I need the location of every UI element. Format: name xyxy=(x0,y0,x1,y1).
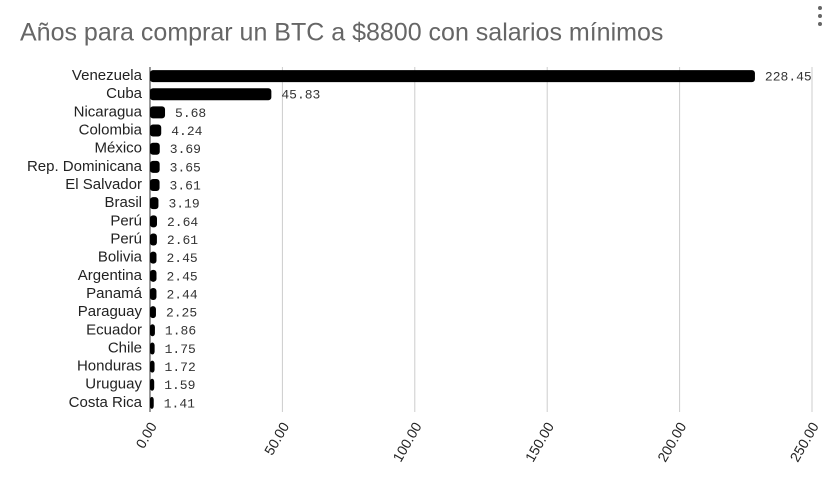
x-tick-label: 0.00 xyxy=(132,419,160,451)
value-label: 2.45 xyxy=(166,251,197,266)
bar xyxy=(150,378,155,391)
y-tick-label: Perú xyxy=(110,212,142,229)
value-label: 1.59 xyxy=(164,378,195,393)
y-tick-label: Paraguay xyxy=(78,303,143,320)
value-label: 1.72 xyxy=(165,360,196,375)
value-label: 2.64 xyxy=(167,215,198,230)
bar xyxy=(150,197,159,210)
x-tick-label: 50.00 xyxy=(261,419,292,458)
value-label: 1.41 xyxy=(164,396,195,411)
value-label: 1.75 xyxy=(165,342,196,357)
value-label: 3.65 xyxy=(170,160,201,175)
value-label: 4.24 xyxy=(171,124,202,139)
value-label: 3.61 xyxy=(170,178,201,193)
bar xyxy=(150,179,160,192)
y-tick-label: Honduras xyxy=(77,358,142,375)
x-tick-label: 100.00 xyxy=(389,419,424,464)
y-tick-label: Ecuador xyxy=(86,321,142,338)
bar xyxy=(150,233,157,246)
y-tick-label: Venezuela xyxy=(72,67,143,84)
y-tick-label: Perú xyxy=(110,230,142,247)
x-tick-label: 150.00 xyxy=(522,419,557,464)
bar xyxy=(150,324,155,337)
value-label: 3.19 xyxy=(168,197,199,212)
value-label: 5.68 xyxy=(175,106,206,121)
bar xyxy=(150,124,162,137)
bar xyxy=(150,396,154,409)
value-label: 2.45 xyxy=(166,269,197,284)
value-label: 1.86 xyxy=(165,324,196,339)
bar xyxy=(150,287,157,300)
x-tick-label: 250.00 xyxy=(787,419,822,464)
chart-title: Años para comprar un BTC a $8800 con sal… xyxy=(20,19,663,47)
y-tick-label: Panamá xyxy=(86,285,143,302)
value-label: 228.45 xyxy=(765,70,812,85)
bar xyxy=(150,106,166,119)
menu-button[interactable] xyxy=(818,6,822,26)
bar xyxy=(150,215,157,228)
value-label: 45.83 xyxy=(281,88,320,103)
y-tick-label: México xyxy=(94,140,142,157)
bar xyxy=(150,251,157,264)
y-tick-label: Rep. Dominicana xyxy=(27,158,143,175)
menu-dot xyxy=(818,22,822,26)
y-tick-label: Argentina xyxy=(78,267,143,284)
bar xyxy=(150,360,155,373)
y-tick-label: Nicaragua xyxy=(74,103,143,120)
bar xyxy=(150,306,156,319)
y-tick-label: El Salvador xyxy=(65,176,142,193)
value-label: 3.69 xyxy=(170,142,201,157)
menu-dot xyxy=(818,6,822,10)
bar xyxy=(150,160,160,173)
y-tick-label: Uruguay xyxy=(85,376,142,393)
x-tick-label: 200.00 xyxy=(654,419,689,464)
y-tick-label: Costa Rica xyxy=(69,394,143,411)
y-tick-label: Cuba xyxy=(106,85,143,102)
bar xyxy=(150,269,157,282)
y-tick-label: Brasil xyxy=(104,194,142,211)
bar xyxy=(150,88,272,101)
y-tick-label: Chile xyxy=(108,339,142,356)
bar xyxy=(150,142,160,155)
y-tick-label: Colombia xyxy=(79,122,143,139)
value-label: 2.25 xyxy=(166,306,197,321)
value-label: 2.61 xyxy=(167,233,198,248)
bar xyxy=(150,342,155,355)
bar xyxy=(150,70,755,83)
menu-dot xyxy=(818,14,822,18)
y-tick-label: Bolivia xyxy=(98,249,143,266)
value-label: 2.44 xyxy=(166,287,197,302)
